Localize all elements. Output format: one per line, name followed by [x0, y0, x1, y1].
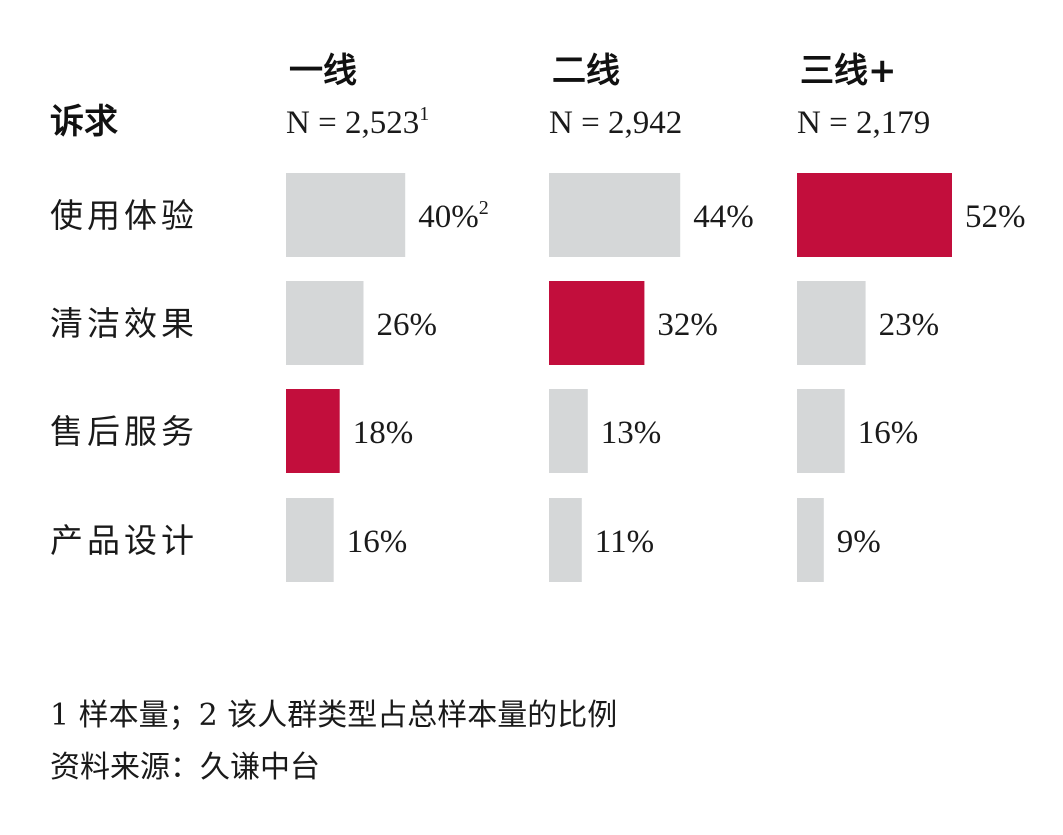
bar-tier2-row4	[549, 498, 582, 582]
value-label-tier3-row3: 16%	[858, 415, 919, 451]
bar-tier1-row2	[286, 281, 364, 365]
value-label-tier3-row1: 52%	[965, 199, 1026, 235]
bar-tier1-row1	[286, 173, 406, 257]
row-header-label: 诉求	[50, 102, 118, 142]
sample-size-label-1: N = 2,5231	[286, 103, 429, 141]
bar-tier1-row4	[286, 498, 334, 582]
value-label-tier3-row2: 23%	[879, 307, 940, 343]
bar-tier3-row2	[797, 281, 866, 365]
footnote-source: 资料来源：久谦中台	[50, 750, 320, 785]
bar-tier2-row3	[549, 389, 588, 473]
value-footnote-marker: 2	[479, 197, 489, 219]
row-label-2: 清洁效果	[50, 304, 198, 343]
row-label-3: 售后服务	[50, 412, 198, 451]
value-label-tier1-row3: 18%	[353, 415, 414, 451]
sample-size-label-3: N = 2,179	[797, 105, 930, 141]
value-label-tier2-row4: 11%	[595, 524, 654, 560]
sample-size-label-2: N = 2,942	[549, 105, 682, 141]
footnote-sample-note: 1 样本量；2 该人群类型占总样本量的比例	[50, 698, 618, 733]
bar-tier3-row1	[797, 173, 952, 257]
bar-tier2-row2	[549, 281, 645, 365]
row-label-4: 产品设计	[50, 521, 198, 560]
column-header-tier-2: 二线	[552, 51, 620, 91]
column-header-tier-1: 一线	[289, 51, 357, 91]
bar-tier3-row3	[797, 389, 845, 473]
column-header-tier-3: 三线+	[800, 51, 897, 91]
value-label-tier2-row2: 32%	[657, 307, 718, 343]
value-label-tier1-row1: 40%2	[418, 197, 489, 235]
value-label-tier1-row2: 26%	[377, 307, 438, 343]
value-label-tier2-row1: 44%	[693, 199, 754, 235]
value-label-tier2-row3: 13%	[601, 415, 662, 451]
sample-size-footnote-marker: 1	[419, 103, 429, 125]
value-label-tier1-row4: 16%	[347, 524, 408, 560]
bar-tier2-row1	[549, 173, 681, 257]
bar-tier3-row4	[797, 498, 824, 582]
row-label-1: 使用体验	[50, 196, 198, 235]
value-label-tier3-row4: 9%	[837, 524, 881, 560]
bar-tier1-row3	[286, 389, 340, 473]
